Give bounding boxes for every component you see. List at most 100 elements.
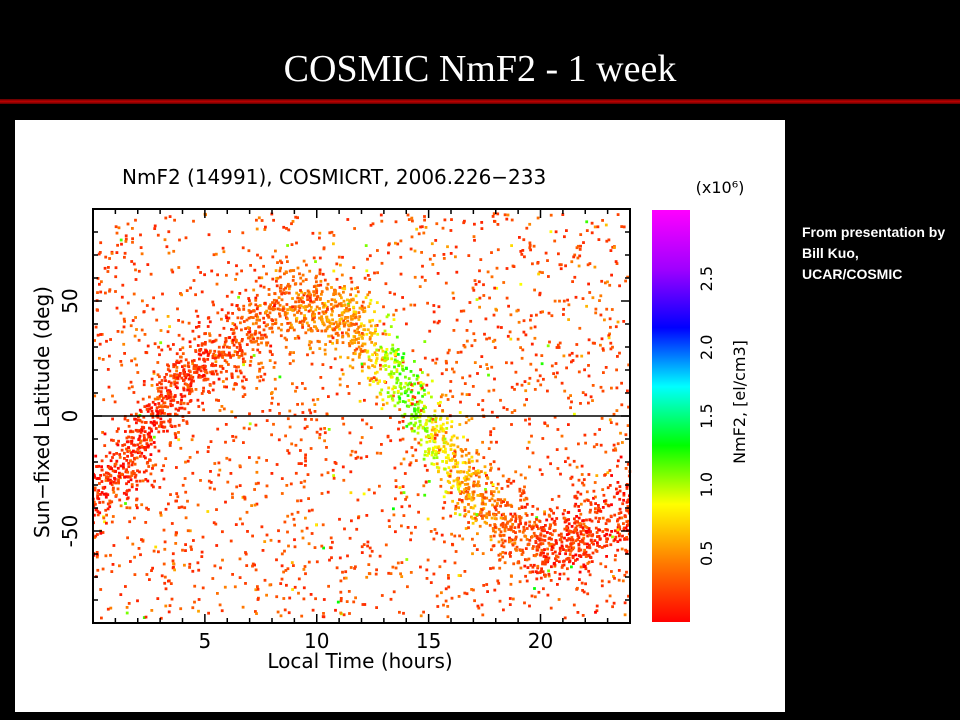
data-point bbox=[369, 298, 373, 302]
data-point bbox=[423, 464, 427, 468]
data-point bbox=[192, 279, 196, 282]
data-point bbox=[529, 563, 533, 567]
data-point bbox=[408, 463, 412, 467]
data-point bbox=[194, 293, 197, 297]
data-point bbox=[510, 538, 514, 542]
data-point bbox=[308, 296, 312, 300]
data-point bbox=[256, 348, 260, 352]
data-point bbox=[155, 406, 159, 410]
data-point bbox=[188, 562, 192, 566]
data-point bbox=[369, 359, 373, 362]
data-point bbox=[120, 472, 124, 476]
data-point bbox=[244, 582, 247, 585]
data-point bbox=[368, 254, 372, 258]
data-point bbox=[512, 265, 516, 268]
data-point bbox=[280, 564, 284, 568]
data-point bbox=[588, 573, 592, 577]
data-point bbox=[210, 364, 213, 367]
data-point bbox=[235, 304, 239, 308]
data-point bbox=[285, 291, 288, 295]
data-point bbox=[223, 343, 227, 347]
data-point bbox=[550, 548, 554, 552]
data-point bbox=[321, 386, 325, 390]
data-point bbox=[272, 422, 275, 426]
data-point bbox=[130, 483, 134, 486]
data-point bbox=[422, 484, 426, 488]
data-point bbox=[576, 611, 580, 614]
data-point bbox=[380, 261, 384, 265]
data-point bbox=[493, 513, 497, 517]
data-point bbox=[471, 493, 475, 496]
data-point bbox=[280, 492, 284, 495]
data-point bbox=[616, 459, 620, 463]
data-point bbox=[433, 436, 437, 440]
data-point bbox=[271, 330, 274, 334]
data-point bbox=[615, 386, 619, 390]
data-point bbox=[431, 263, 435, 266]
data-point bbox=[424, 226, 428, 229]
data-point bbox=[153, 403, 157, 406]
data-point bbox=[189, 381, 193, 385]
data-point bbox=[97, 252, 101, 256]
data-point bbox=[309, 327, 313, 330]
data-point bbox=[487, 373, 490, 377]
data-point bbox=[379, 213, 383, 217]
data-point bbox=[185, 374, 188, 378]
data-point bbox=[319, 427, 323, 431]
data-point bbox=[106, 270, 110, 273]
data-point bbox=[183, 364, 187, 368]
data-point bbox=[100, 491, 104, 494]
data-point bbox=[366, 540, 370, 544]
data-point bbox=[152, 296, 155, 300]
data-point bbox=[303, 565, 307, 568]
data-point bbox=[237, 365, 240, 369]
data-point bbox=[340, 313, 344, 317]
data-point bbox=[318, 433, 322, 436]
data-point bbox=[113, 464, 117, 468]
data-point bbox=[258, 351, 262, 354]
data-point bbox=[522, 498, 526, 502]
data-point bbox=[463, 345, 467, 349]
data-point bbox=[496, 482, 500, 486]
data-point bbox=[122, 466, 125, 470]
data-point bbox=[271, 301, 274, 304]
data-point bbox=[450, 425, 453, 429]
data-point bbox=[192, 379, 195, 383]
data-point bbox=[124, 237, 128, 241]
data-point bbox=[338, 319, 342, 323]
data-point bbox=[230, 410, 234, 414]
data-point bbox=[581, 481, 584, 485]
data-point bbox=[536, 571, 539, 575]
data-point bbox=[343, 285, 346, 288]
data-point bbox=[505, 408, 509, 411]
data-point bbox=[525, 538, 529, 541]
data-point bbox=[414, 412, 418, 416]
data-point bbox=[520, 492, 524, 495]
data-point bbox=[115, 251, 119, 254]
data-point bbox=[531, 262, 534, 266]
data-point bbox=[374, 328, 377, 331]
data-point bbox=[422, 231, 426, 235]
data-point bbox=[166, 405, 169, 409]
data-point bbox=[381, 398, 385, 402]
data-point bbox=[145, 506, 148, 510]
data-point bbox=[237, 356, 241, 359]
data-point bbox=[354, 457, 358, 460]
data-point bbox=[542, 534, 546, 538]
data-point bbox=[423, 393, 427, 396]
data-point bbox=[376, 382, 380, 385]
data-point bbox=[538, 537, 542, 541]
data-point bbox=[352, 266, 356, 269]
data-point bbox=[214, 252, 218, 256]
data-point bbox=[487, 389, 491, 393]
data-point bbox=[616, 548, 620, 552]
data-point bbox=[375, 301, 379, 304]
data-point bbox=[504, 504, 508, 507]
data-point bbox=[490, 548, 493, 552]
data-point bbox=[340, 368, 344, 372]
data-point bbox=[102, 516, 106, 520]
data-point bbox=[290, 323, 293, 327]
data-point bbox=[380, 219, 384, 223]
data-point bbox=[558, 577, 561, 581]
data-point bbox=[448, 481, 451, 484]
